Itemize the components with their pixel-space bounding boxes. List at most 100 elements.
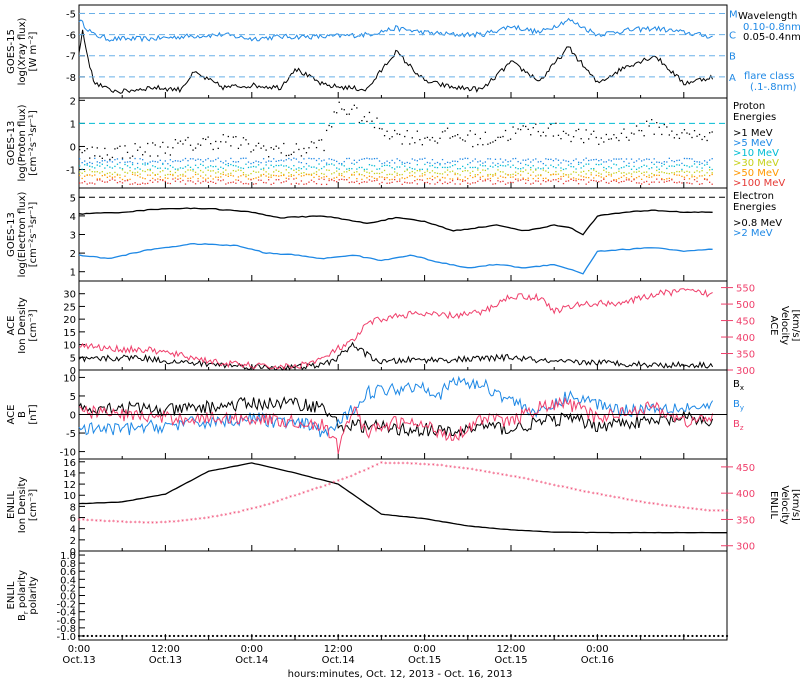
data-point — [709, 174, 711, 177]
y-axis-label: log(Xray flux) — [17, 18, 28, 86]
data-point — [240, 167, 242, 169]
data-point — [651, 167, 653, 169]
data-point: * — [259, 504, 262, 511]
data-point — [104, 159, 106, 162]
data-point — [492, 141, 494, 143]
data-point — [275, 145, 277, 147]
data-point — [114, 171, 116, 174]
data-point — [401, 163, 403, 165]
data-point — [388, 182, 391, 184]
data-point — [595, 174, 597, 177]
data-point — [139, 158, 141, 160]
data-point — [121, 158, 124, 161]
data-point — [391, 181, 393, 183]
data-point — [394, 176, 396, 178]
data-point — [535, 180, 537, 182]
data-point — [270, 174, 272, 176]
data-point — [167, 182, 169, 184]
data-point: * — [160, 520, 163, 527]
data-point — [280, 172, 282, 174]
data-point — [252, 165, 255, 168]
panel-frame — [78, 4, 728, 99]
data-point — [545, 164, 547, 167]
data-point — [527, 177, 529, 179]
data-point — [134, 157, 136, 160]
data-point — [233, 634, 236, 638]
y2-tick-label: 400 — [736, 333, 755, 344]
data-point — [640, 166, 643, 168]
data-point — [535, 169, 537, 171]
data-point — [562, 173, 565, 175]
data-point — [484, 131, 487, 133]
data-point — [683, 171, 686, 173]
data-point — [142, 154, 144, 156]
data-point — [305, 168, 308, 170]
data-point — [164, 174, 166, 176]
data-point — [240, 169, 242, 172]
data-point — [572, 159, 575, 162]
data-point — [527, 158, 529, 160]
data-point — [250, 151, 252, 153]
data-point — [358, 121, 361, 124]
y-tick-label: 0 — [70, 366, 76, 377]
data-point — [147, 174, 149, 176]
data-point — [265, 164, 267, 166]
data-point — [464, 167, 466, 169]
data-point — [265, 161, 267, 163]
data-point — [419, 179, 421, 181]
data-point: * — [86, 518, 89, 525]
data-point — [252, 178, 255, 180]
legend-title: Electron — [733, 191, 774, 202]
data-point — [532, 159, 534, 161]
data-point — [424, 137, 426, 139]
data-point — [182, 173, 184, 176]
data-point — [81, 168, 83, 170]
y-axis-label: [cm⁻²s⁻¹sr⁻¹] — [28, 202, 39, 268]
data-point — [162, 163, 164, 166]
y-tick-label: 0.2 — [60, 583, 76, 594]
data-point — [457, 178, 459, 181]
data-point — [444, 166, 446, 169]
data-point — [416, 160, 418, 162]
data-point — [348, 181, 350, 184]
data-point — [260, 175, 262, 177]
data-point — [144, 162, 146, 164]
data-point — [177, 169, 179, 171]
data-point: * — [522, 476, 525, 483]
data-point — [572, 177, 575, 179]
data-point — [139, 168, 141, 170]
data-point — [194, 183, 197, 185]
data-point — [157, 178, 159, 180]
y-tick-label: 25 — [63, 302, 76, 313]
data-point — [288, 154, 290, 156]
data-point — [651, 176, 653, 178]
data-point — [121, 169, 124, 171]
data-point — [240, 181, 242, 183]
data-point — [502, 171, 504, 173]
data-point — [646, 171, 648, 173]
y-tick-label: -1.0 — [56, 632, 76, 643]
data-point — [572, 166, 575, 168]
data-point — [90, 634, 94, 638]
data-point — [688, 171, 691, 173]
series-0-10-0-8nm — [78, 17, 713, 43]
data-point — [182, 167, 184, 169]
data-point — [101, 171, 103, 173]
data-point — [262, 173, 265, 176]
data-point — [192, 176, 194, 178]
data-point — [688, 178, 691, 180]
data-point — [656, 178, 658, 180]
data-point — [363, 634, 366, 638]
data-point — [625, 173, 628, 175]
data-point — [414, 172, 416, 174]
data-point — [648, 176, 650, 178]
data-point: * — [535, 479, 538, 486]
data-point — [446, 169, 449, 171]
data-point — [570, 634, 573, 638]
data-point — [116, 163, 119, 165]
data-point — [399, 159, 401, 162]
panel-frame — [78, 187, 728, 282]
data-point — [436, 166, 439, 169]
data-point — [328, 158, 330, 160]
data-point — [373, 126, 376, 129]
